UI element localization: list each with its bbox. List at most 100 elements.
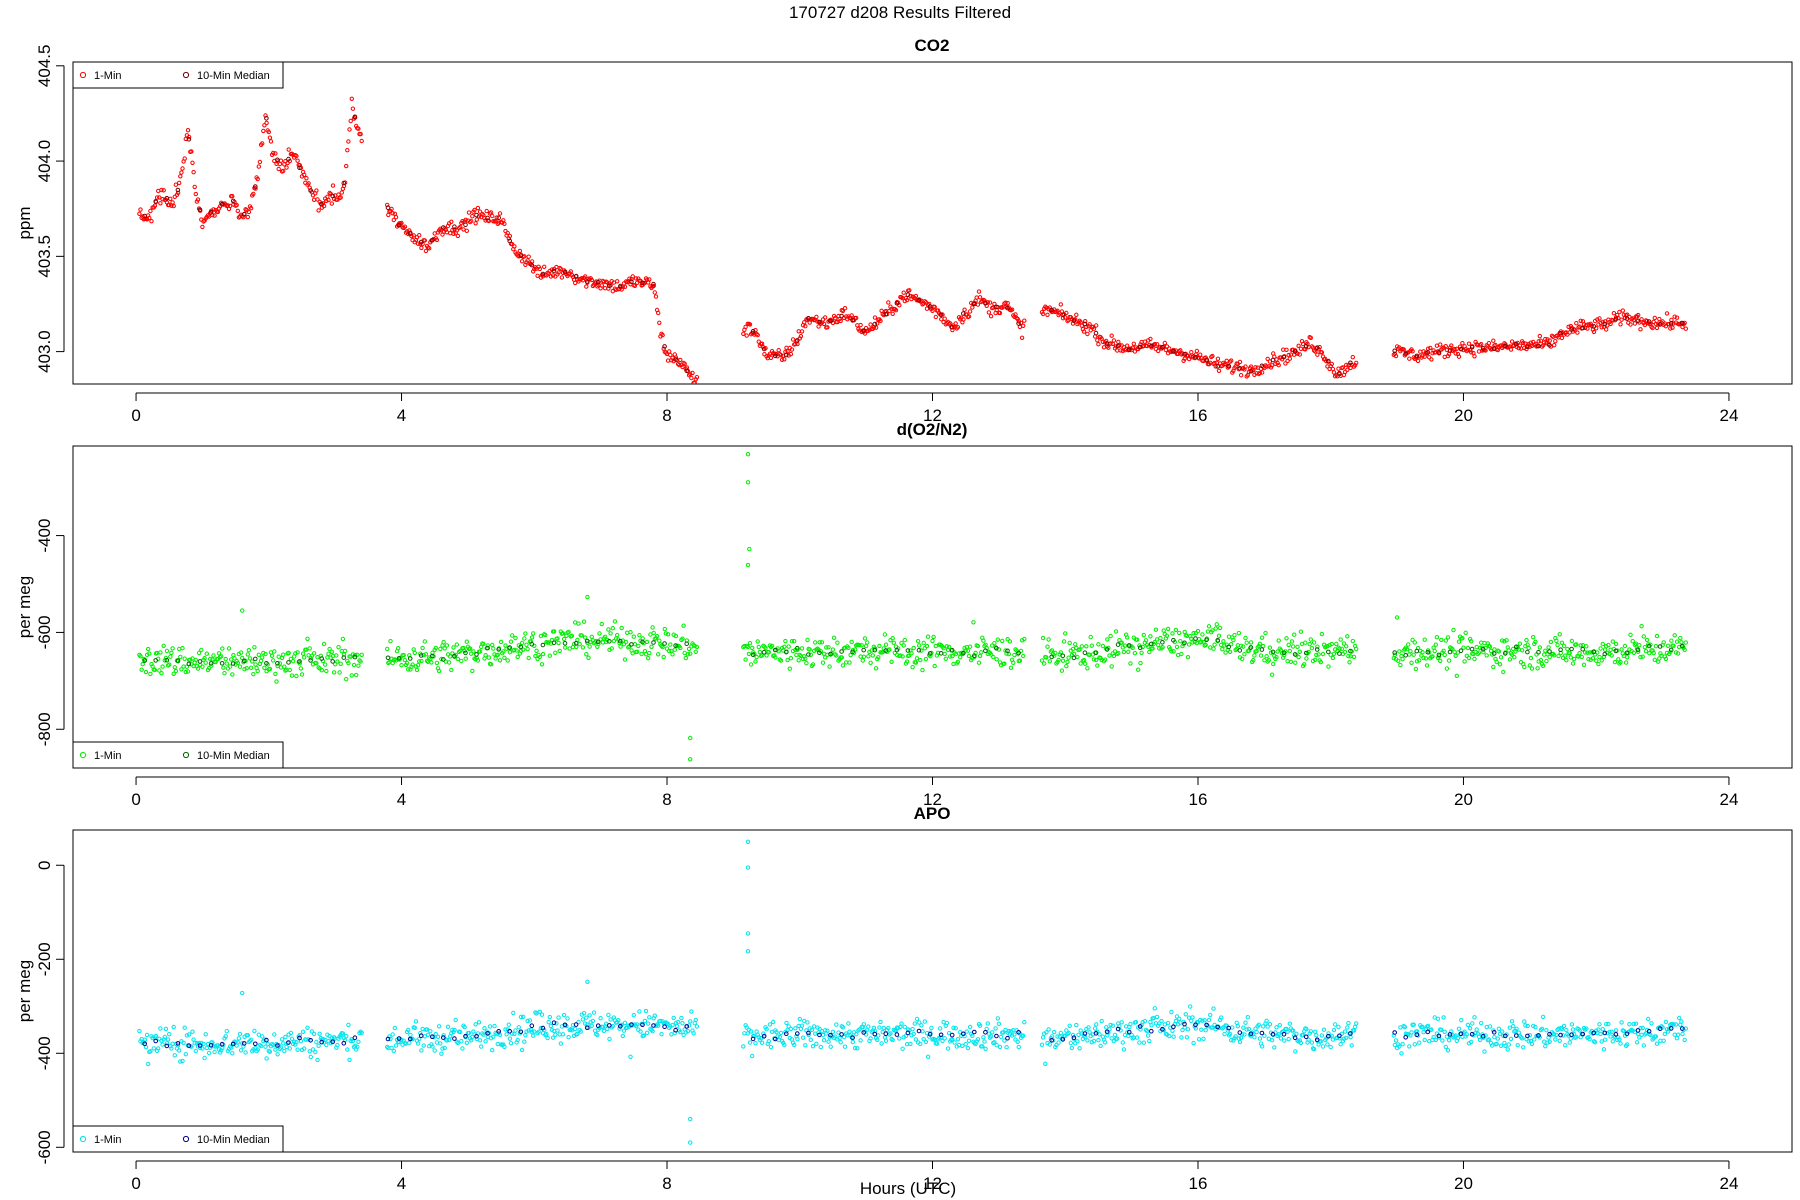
point-1-min [773,655,778,660]
point-1-min [1644,637,1650,643]
point-1-min [180,166,185,171]
point-10-min-median [175,1041,181,1046]
point-1-min [526,254,531,259]
point-1-min [195,197,201,202]
point-1-min [1668,326,1673,331]
point-1-min [1091,657,1097,662]
point-10-min-median [662,344,667,349]
point-10-min-median [784,352,789,358]
point-1-min [1227,1031,1233,1037]
point-1-min [255,668,260,674]
point-1-min [260,655,265,660]
point-1-min [1315,644,1320,649]
point-1-min [258,1043,264,1049]
point-10-min-median [1657,644,1663,649]
point-1-min [295,650,300,655]
point-1-min [439,1051,444,1056]
point-1-min [354,123,359,129]
point-1-min [1177,630,1182,636]
point-1-min [1237,359,1243,365]
point-1-min [595,1032,600,1038]
legend-marker-1-min [79,71,87,79]
point-1-min [1679,1019,1684,1024]
point-1-min [391,1048,396,1054]
point-1-min [952,1040,957,1045]
point-1-min [413,1019,419,1024]
point-1-min [1638,1026,1643,1031]
point-1-min [1222,1031,1227,1037]
point-1-min [833,316,838,321]
point-10-min-median [197,207,203,213]
point-1-min [1044,655,1049,660]
point-1-min [347,1057,352,1063]
point-1-min [326,651,331,656]
point-1-min [1304,1026,1309,1032]
point-1-min [309,1029,315,1034]
point-1-min [235,1040,241,1045]
point-1-min [620,1033,625,1039]
point-1-min [302,172,307,178]
point-1-min [1598,646,1603,651]
point-1-min [1394,344,1400,349]
point-1-min [681,623,686,628]
point-1-min [647,650,652,656]
point-1-min [759,1040,765,1046]
point-1-min [1341,641,1347,646]
point-1-min [848,652,853,658]
point-1-min [1015,1039,1020,1045]
point-1-min [1543,648,1548,653]
point-1-min [1326,664,1331,669]
point-1-min [1183,1012,1189,1017]
point-1-min [986,310,992,315]
point-1-min [1346,654,1351,659]
point-1-min [667,648,672,654]
point-1-min [854,315,859,321]
point-1-min [300,1029,306,1035]
point-1-min [1546,645,1551,650]
point-1-min [1211,1006,1216,1011]
point-1-min [267,666,273,672]
point-1-min [1422,354,1427,359]
point-1-min [1219,1015,1224,1020]
point-1-min [406,1027,411,1033]
point-1-min [1654,633,1660,639]
point-1-min [1678,635,1683,641]
point-1-min [1498,1043,1504,1049]
point-1-min [962,307,967,312]
point-10-min-median [1480,1033,1486,1039]
point-1-min [1540,1014,1546,1020]
point-1-min [1509,339,1515,344]
point-1-min [607,1036,612,1042]
point-1-min [1474,1027,1479,1032]
point-1-min [1144,343,1150,349]
point-10-min-median [407,1036,413,1042]
point-1-min [1105,637,1110,642]
point-1-min [547,653,552,658]
point-10-min-median [463,222,468,227]
point-1-min [630,274,635,279]
point-10-min-median [1215,1024,1220,1030]
point-1-min [389,206,394,212]
point-1-min [1139,650,1144,655]
x-tick-label: 4 [397,1174,406,1193]
point-1-min [1169,649,1174,654]
point-1-min [1506,1042,1512,1047]
point-1-min [1464,653,1470,658]
point-1-min [694,644,700,650]
point-1-min [1061,639,1067,644]
point-10-min-median [607,1023,612,1028]
point-10-min-median [1613,648,1619,654]
point-10-min-median [430,237,435,243]
point-1-min [1121,649,1127,655]
point-1-min [180,1058,185,1064]
point-10-min-median [1624,316,1630,321]
point-1-min [1594,1028,1599,1033]
point-1-min [897,1036,902,1041]
point-1-min [627,276,632,281]
point-1-min [1497,662,1503,667]
point-1-min [491,1034,496,1040]
point-10-min-median [828,318,833,324]
point-1-min [632,283,638,288]
point-1-min [823,315,828,320]
point-10-min-median [1060,1037,1066,1042]
